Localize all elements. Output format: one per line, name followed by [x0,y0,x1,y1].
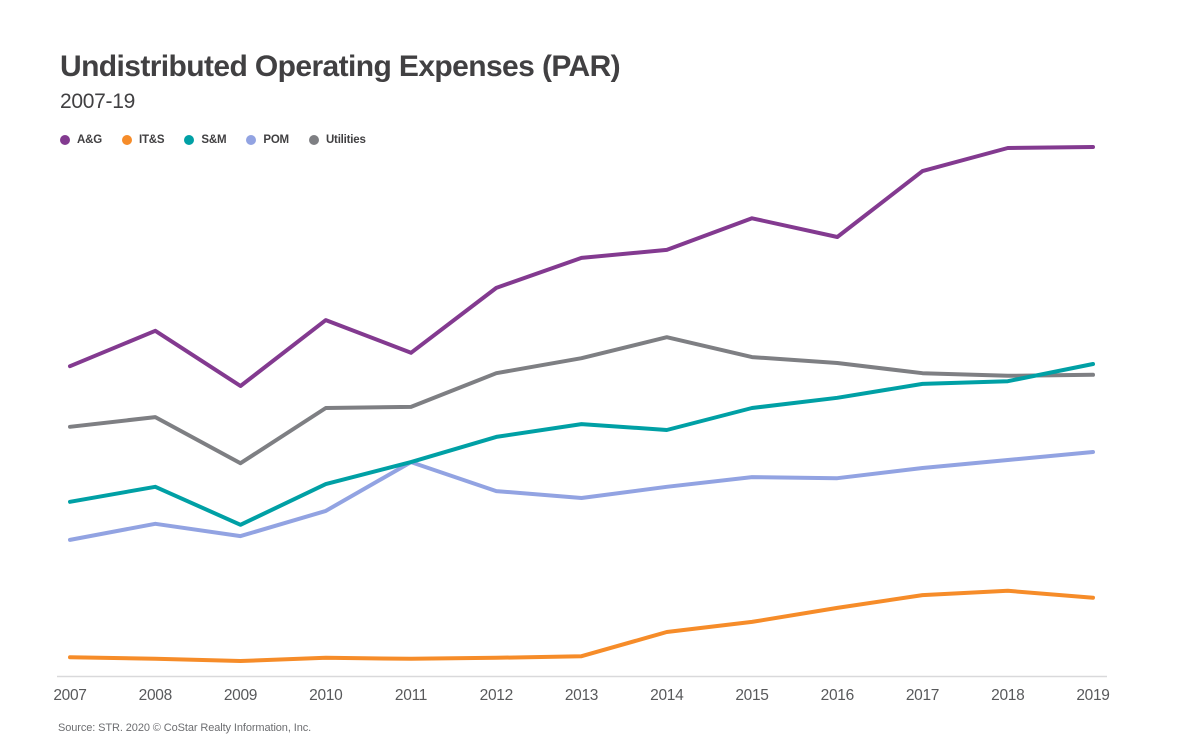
legend-label-a-g: A&G [77,134,102,146]
legend-item-a-g: A&G [60,134,102,146]
x-tick-label-2013: 2013 [565,687,598,704]
legend-dot-s-m [184,135,195,145]
x-tick-label-2019: 2019 [1076,687,1109,704]
x-tick-label-2014: 2014 [650,687,684,704]
legend-item-s-m: S&M [184,134,227,146]
legend-item-pom: POM [246,134,289,146]
x-tick-label-2007: 2007 [53,687,86,704]
x-tick-label-2015: 2015 [735,687,768,704]
legend-dot-a-g [60,135,70,145]
chart-title: Undistributed Operating Expenses (PAR) [60,50,621,83]
series-line-utilities [68,335,1095,466]
x-tick-label-2011: 2011 [395,687,427,704]
legend: A&G IT&S S&M POM Utilities [60,134,366,146]
legend-label-it-s: IT&S [138,134,165,146]
series-line-s-m [68,362,1095,527]
legend-label-pom: POM [263,134,289,146]
x-tick-label-2008: 2008 [139,687,172,704]
series-line-a-g [68,145,1095,388]
source-attribution: Source: STR. 2020 © CoStar Realty Inform… [58,722,312,734]
legend-dot-it-s [121,135,132,145]
chart-subtitle: 2007-19 [60,90,135,113]
x-tick-label-2017: 2017 [906,687,939,704]
legend-item-it-s: IT&S [121,134,165,146]
x-tick-label-2010: 2010 [309,687,343,704]
x-tick-label-2016: 2016 [821,687,854,704]
x-tick-label-2009: 2009 [224,687,257,704]
legend-dot-pom [246,135,257,145]
legend-label-utilities: Utilities [325,134,366,146]
legend-label-s-m: S&M [201,134,227,146]
series-line-it-s [68,588,1095,663]
legend-dot-utilities [308,135,319,145]
legend-item-utilities: Utilities [308,134,366,146]
x-tick-label-2018: 2018 [991,687,1024,704]
x-tick-label-2012: 2012 [480,687,513,704]
series-line-pom [68,450,1095,542]
